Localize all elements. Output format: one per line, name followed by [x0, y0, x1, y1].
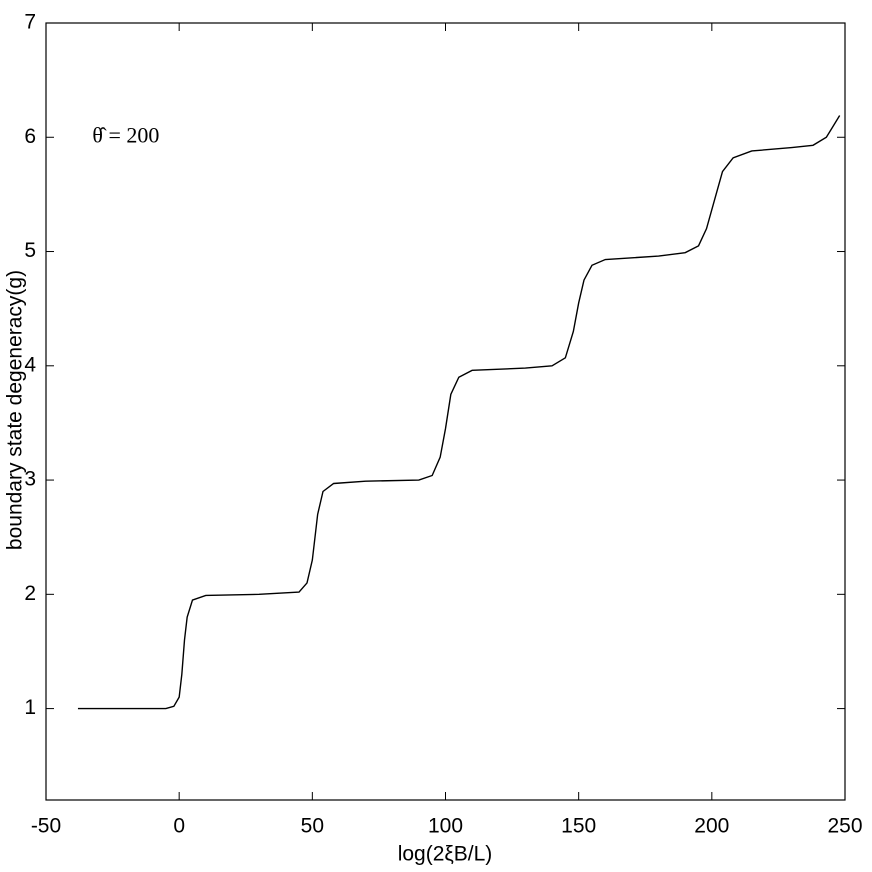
y-tick-label: 6: [24, 125, 36, 148]
y-tick-label: 2: [24, 582, 36, 605]
data-line: [77, 115, 841, 710]
x-tick-label: 250: [827, 815, 862, 838]
x-tick-label: 0: [173, 815, 185, 838]
y-tick-label: 1: [24, 696, 36, 719]
x-tick-label: 100: [428, 815, 463, 838]
x-tick-label: 150: [561, 815, 596, 838]
x-tick-label: 200: [694, 815, 729, 838]
x-tick-label: 50: [301, 815, 324, 838]
x-tick-label: -50: [31, 815, 61, 838]
plot-frame: [45, 22, 846, 801]
y-tick-label: 4: [24, 353, 36, 376]
y-tick-label: 3: [24, 468, 36, 491]
y-tick-label: 5: [24, 239, 36, 262]
y-tick-label: 7: [24, 11, 36, 34]
y-axis-label: boundary state degeneracy(g): [4, 270, 27, 550]
annotation: θ̂ = 200: [92, 122, 159, 147]
x-axis-label: log(2ξB/L): [398, 843, 493, 866]
